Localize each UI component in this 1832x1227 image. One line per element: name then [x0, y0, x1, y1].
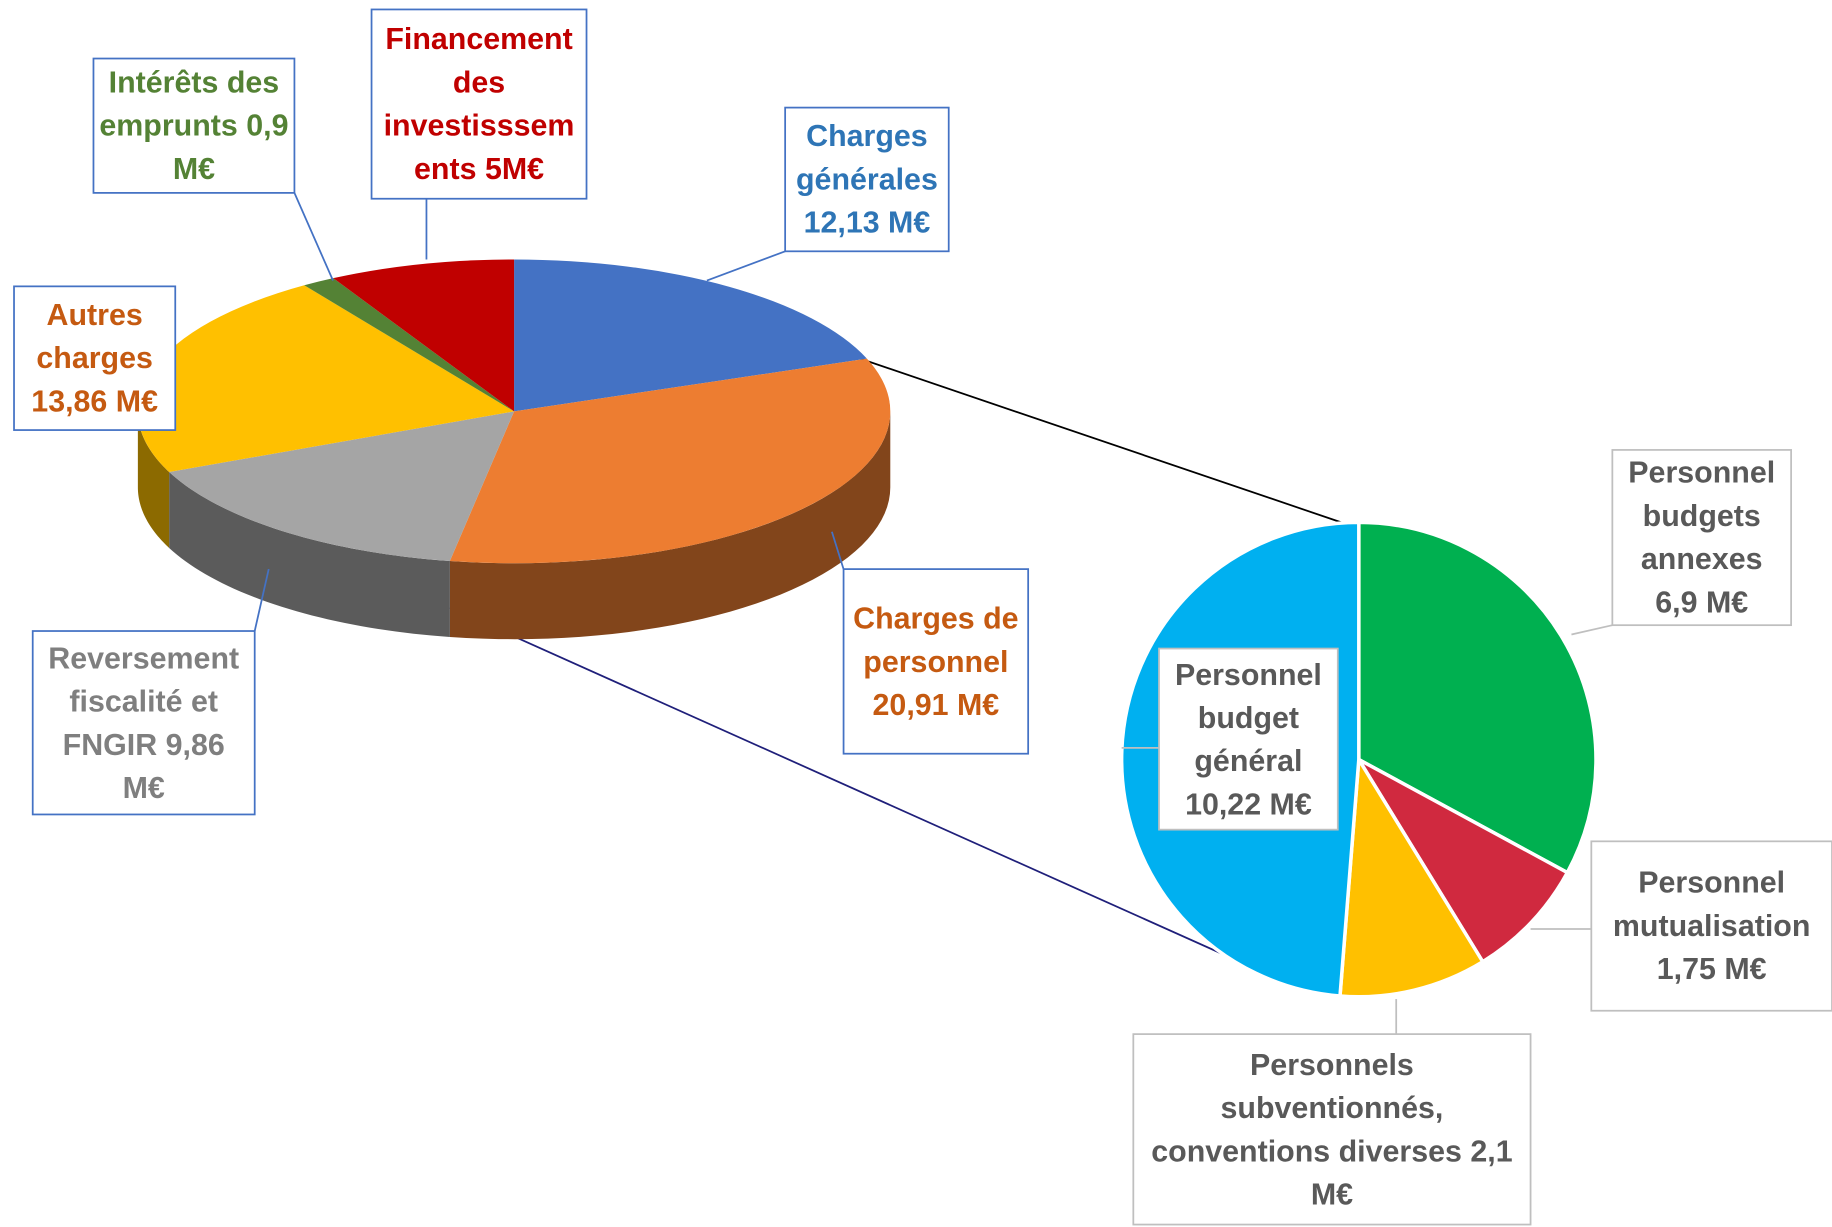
- callout-line: [706, 250, 786, 282]
- label: Intérêts des emprunts 0,9 M€: [93, 59, 294, 193]
- category-label: Charges générales: [796, 118, 938, 197]
- slice: [304, 278, 515, 412]
- category-label: Autres charges: [36, 296, 153, 376]
- label-content: Personnel budgets annexes 6,9 M€: [1617, 451, 1786, 624]
- label: Personnel budget général 10,22 M€: [1159, 649, 1338, 830]
- slice: [1357, 520, 1598, 875]
- callout-line: [253, 568, 270, 632]
- value-label: 12,13 M€: [803, 204, 931, 240]
- label-box: [842, 568, 1030, 755]
- category-label: Personnels subventionnés, conventions di…: [1151, 1046, 1462, 1168]
- slice: [1353, 754, 1570, 965]
- value-label: 5M€: [484, 150, 545, 186]
- value-label: 13,86 M€: [31, 383, 158, 419]
- label-content: Personnels subventionnés, conventions di…: [1138, 1043, 1526, 1216]
- slice: [169, 411, 515, 562]
- label: Charges générales 12,13 M€: [785, 108, 949, 252]
- label-text: Reversement fiscalité et FNGIR 9,86 M€: [33, 631, 255, 814]
- label-content: Intérêts des emprunts 0,9 M€: [98, 61, 290, 191]
- slice: [514, 259, 867, 412]
- label-text: Personnels subventionnés, conventions di…: [1133, 1034, 1530, 1224]
- connector-line: [836, 349, 1342, 524]
- labels: Charges générales 12,13 M€ Charges de per…: [13, 8, 1832, 1226]
- label-text: Personnel budget général 10,22 M€: [1159, 649, 1338, 830]
- label-text: Personnel budgets annexes 6,9 M€: [1612, 450, 1791, 625]
- label-content: Charges de personnel 20,91 M€: [848, 597, 1023, 727]
- value-label: 9,86 M€: [122, 726, 225, 805]
- slice: [1338, 754, 1486, 999]
- label-box: [1158, 647, 1339, 831]
- value-label: 10,22 M€: [1185, 785, 1312, 821]
- connector-line: [449, 606, 1298, 989]
- label-text: Autres charges 13,86 M€: [14, 286, 175, 430]
- category-label: Intérêts des emprunts: [99, 64, 280, 143]
- label-box: [1590, 840, 1832, 1012]
- label-content: Personnel budget général 10,22 M€: [1164, 653, 1333, 826]
- label-box: [370, 8, 588, 200]
- value-label: 2,1 M€: [1310, 1132, 1513, 1212]
- label-box: [784, 106, 950, 253]
- label: Reversement fiscalité et FNGIR 9,86 M€: [33, 631, 255, 814]
- value-label: 0,9 M€: [172, 107, 289, 186]
- value-label: 20,91 M€: [872, 686, 1000, 722]
- label-content: Financement des investisssements 5M€: [376, 18, 582, 191]
- label-box: [31, 630, 256, 816]
- callout-line: [1571, 624, 1613, 636]
- category-label: Personnel mutualisation: [1612, 864, 1811, 943]
- label-box: [1611, 449, 1792, 627]
- label: Charges de personnel 20,91 M€: [844, 569, 1029, 754]
- label-box: [1132, 1033, 1532, 1226]
- label-content: Autres charges 13,86 M€: [19, 293, 171, 423]
- slice-side: [169, 472, 450, 637]
- label-content: Charges générales 12,13 M€: [790, 115, 944, 245]
- slice: [449, 358, 891, 564]
- callout-line: [293, 192, 334, 281]
- callout-line: [831, 531, 845, 570]
- label: Personnel budgets annexes 6,9 M€: [1612, 450, 1791, 625]
- category-label: Personnel budget général: [1174, 656, 1322, 778]
- label-text: Personnel mutualisation 1,75 M€: [1591, 841, 1832, 1010]
- slice-side: [449, 411, 891, 640]
- value-label: 6,9 M€: [1655, 584, 1749, 620]
- slice: [137, 285, 515, 473]
- slice: [333, 259, 515, 412]
- label-text: Intérêts des emprunts 0,9 M€: [93, 59, 294, 193]
- category-label: Personnel budgets annexes: [1628, 454, 1776, 577]
- category-label: Reversement fiscalité et FNGIR: [48, 639, 240, 762]
- label: Personnels subventionnés, conventions di…: [1133, 1034, 1530, 1224]
- label-text: Charges de personnel 20,91 M€: [844, 569, 1029, 754]
- label-box: [13, 285, 177, 431]
- label-content: Reversement fiscalité et FNGIR 9,86 M€: [37, 636, 250, 809]
- slice-side: [137, 411, 170, 548]
- category-label: Financement des investisssements: [383, 21, 575, 186]
- label-text: Financement des investisssements 5M€: [372, 9, 587, 198]
- label: Personnel mutualisation 1,75 M€: [1591, 841, 1832, 1010]
- category-label: Charges de personnel: [853, 600, 1019, 679]
- label: Autres charges 13,86 M€: [14, 286, 175, 430]
- label: Financement des investisssements 5M€: [372, 9, 587, 198]
- label-content: Personnel mutualisation 1,75 M€: [1596, 861, 1827, 991]
- value-label: 1,75 M€: [1656, 951, 1767, 987]
- label-text: Charges générales 12,13 M€: [785, 108, 949, 252]
- label-box: [92, 57, 296, 194]
